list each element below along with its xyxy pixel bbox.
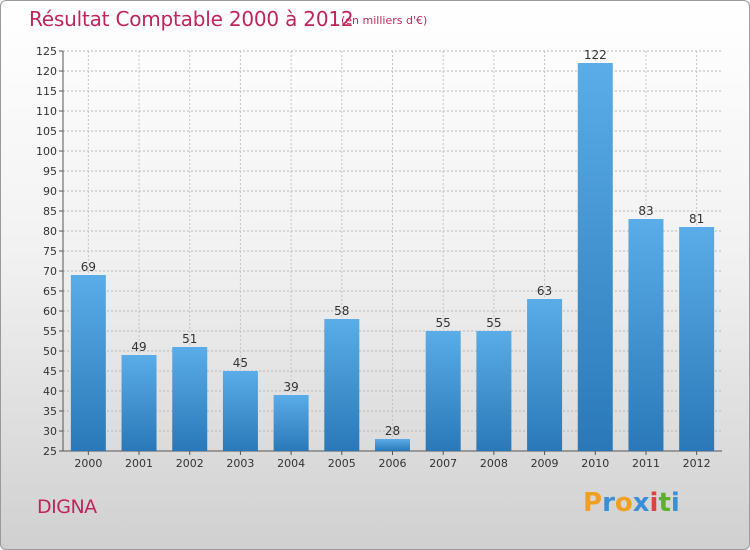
x-tick-label: 2012 bbox=[683, 457, 711, 470]
bar-series: 69 49 51 45 39 58 28 55 55 63 122 83 81 bbox=[70, 48, 715, 451]
bar-value-label: 58 bbox=[334, 304, 349, 318]
x-tick-label: 2003 bbox=[226, 457, 254, 470]
bar-2006 bbox=[375, 439, 410, 451]
bar-value-label: 81 bbox=[689, 212, 704, 226]
y-tick-label: 115 bbox=[36, 85, 57, 98]
logo-letter: o bbox=[614, 488, 633, 518]
x-tick-label: 2004 bbox=[277, 457, 305, 470]
proxiti-logo: Proxiti bbox=[583, 488, 680, 518]
chart-subtitle: (en milliers d'€) bbox=[341, 14, 428, 27]
y-tick-label: 75 bbox=[43, 245, 57, 258]
bar-value-label: 51 bbox=[182, 332, 197, 346]
commune-name: DIGNA bbox=[37, 496, 97, 518]
x-axis: 2000 2001 2002 2003 2004 2005 2006 2007 2008 2009… bbox=[63, 450, 722, 470]
bar-value-label: 39 bbox=[283, 380, 298, 394]
bar-2005 bbox=[324, 319, 360, 451]
bar-2004 bbox=[273, 395, 309, 451]
y-tick-label: 40 bbox=[43, 385, 57, 398]
bar-value-label: 55 bbox=[436, 316, 451, 330]
bar-2010 bbox=[577, 63, 613, 451]
bar-2011 bbox=[628, 219, 664, 451]
x-tick-label: 2001 bbox=[125, 457, 153, 470]
logo-letter: i bbox=[670, 488, 680, 518]
grid-lines bbox=[63, 50, 722, 452]
y-axis: 25 30 35 40 45 50 55 60 65 70 75 80 85 90 95 100 105 110 1… bbox=[36, 45, 64, 458]
bar-value-label: 49 bbox=[131, 340, 146, 354]
logo-letter: t bbox=[658, 488, 671, 518]
bar-2001 bbox=[121, 355, 157, 451]
y-tick-label: 105 bbox=[36, 125, 57, 138]
x-tick-label: 2009 bbox=[531, 457, 559, 470]
y-tick-label: 85 bbox=[43, 205, 57, 218]
x-tick-label: 2008 bbox=[480, 457, 508, 470]
y-tick-label: 70 bbox=[43, 265, 57, 278]
bar-value-label: 63 bbox=[537, 284, 552, 298]
bar-value-label: 122 bbox=[584, 48, 607, 62]
bar-value-label: 83 bbox=[638, 204, 653, 218]
logo-letter: i bbox=[649, 488, 659, 518]
y-tick-label: 90 bbox=[43, 185, 57, 198]
y-tick-label: 80 bbox=[43, 225, 57, 238]
bar-value-label: 28 bbox=[385, 424, 400, 438]
y-tick-label: 30 bbox=[43, 425, 57, 438]
x-tick-label: 2002 bbox=[176, 457, 204, 470]
bar-2002 bbox=[172, 347, 208, 451]
bar-2003 bbox=[222, 371, 258, 451]
bar-2009 bbox=[527, 299, 563, 451]
bar-value-label: 55 bbox=[486, 316, 501, 330]
x-tick-label: 2007 bbox=[429, 457, 457, 470]
x-tick-label: 2005 bbox=[328, 457, 356, 470]
chart-title: Résultat Comptable 2000 à 2012 bbox=[29, 7, 354, 31]
y-tick-label: 95 bbox=[43, 165, 57, 178]
bar-2012 bbox=[679, 227, 715, 451]
bar-2000 bbox=[70, 275, 106, 451]
bar-2007 bbox=[425, 331, 461, 451]
y-tick-label: 110 bbox=[36, 105, 57, 118]
y-tick-label: 50 bbox=[43, 345, 57, 358]
y-tick-label: 65 bbox=[43, 285, 57, 298]
y-tick-label: 120 bbox=[36, 65, 57, 78]
x-tick-label: 2000 bbox=[74, 457, 102, 470]
y-tick-label: 125 bbox=[36, 45, 57, 58]
bar-value-label: 45 bbox=[233, 356, 248, 370]
logo-letter: r bbox=[602, 488, 615, 518]
y-tick-label: 100 bbox=[36, 145, 57, 158]
x-tick-label: 2010 bbox=[581, 457, 609, 470]
y-tick-label: 55 bbox=[43, 325, 57, 338]
y-tick-label: 60 bbox=[43, 305, 57, 318]
x-tick-label: 2011 bbox=[632, 457, 660, 470]
bar-value-label: 69 bbox=[81, 260, 96, 274]
x-tick-label: 2006 bbox=[379, 457, 407, 470]
y-tick-label: 35 bbox=[43, 405, 57, 418]
y-tick-label: 25 bbox=[43, 445, 57, 458]
logo-letter: x bbox=[632, 488, 650, 518]
y-tick-label: 45 bbox=[43, 365, 57, 378]
bar-2008 bbox=[476, 331, 512, 451]
logo-letter: P bbox=[583, 488, 603, 518]
